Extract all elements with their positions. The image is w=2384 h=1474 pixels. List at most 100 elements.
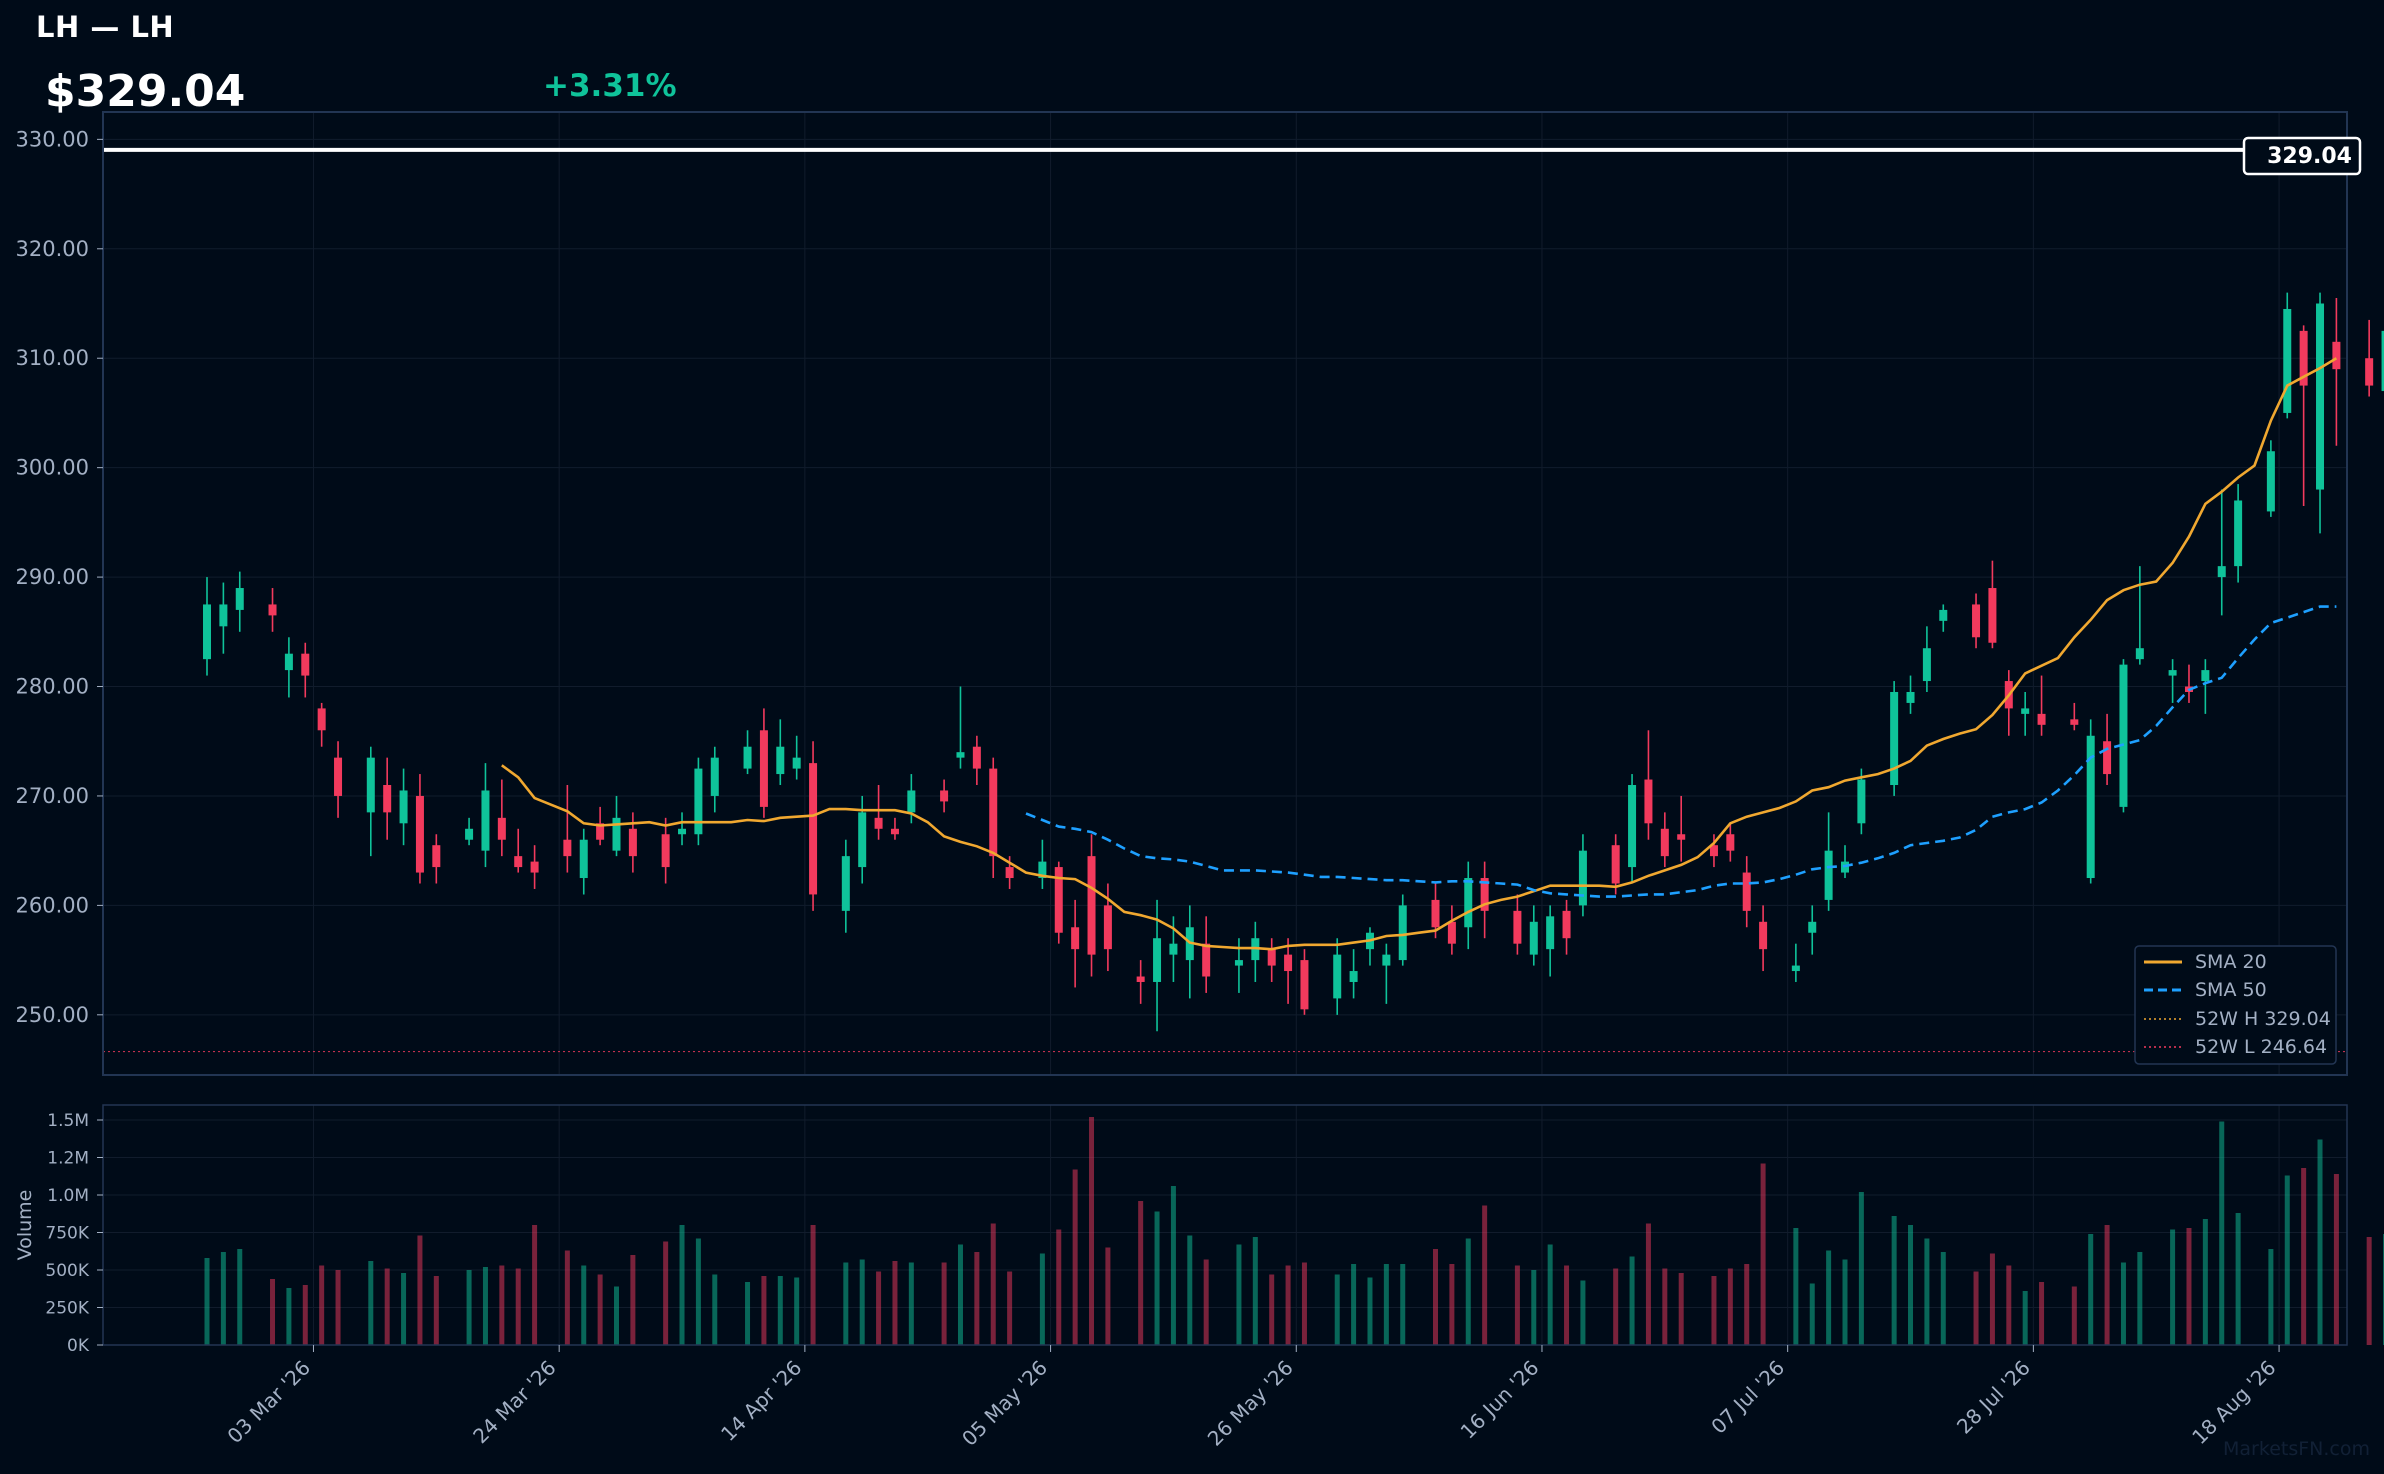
volume-bar [237, 1249, 243, 1345]
candle-body [2070, 719, 2079, 725]
candle-body [2201, 670, 2210, 682]
volume-bar [1940, 1252, 1946, 1345]
candle-body [1529, 921, 1538, 955]
candle-body [465, 828, 474, 840]
candle-body [530, 861, 539, 873]
candle-body [1922, 648, 1931, 682]
volume-bar [1514, 1265, 1520, 1345]
date-axis-ticks: 03 Mar '26 24 Mar '26 14 Apr '26 05 May '26… [222, 1345, 2281, 1451]
candle-body [1398, 905, 1407, 961]
volume-bar [1924, 1238, 1930, 1345]
candle-body [596, 823, 605, 840]
volume-bar [2202, 1219, 2208, 1345]
candle-body [514, 856, 523, 868]
volume-bar [1629, 1256, 1635, 1345]
candle-body [2168, 670, 2177, 676]
volume-bar [417, 1235, 423, 1345]
volume-bar [532, 1225, 538, 1345]
legend-label-sma50: SMA 50 [2195, 979, 2267, 1001]
volume-bar [1842, 1259, 1848, 1345]
volume-bar [712, 1274, 718, 1345]
candlesticks [203, 292, 2384, 1032]
volume-bar [1089, 1117, 1095, 1345]
volume-bar [1252, 1237, 1258, 1345]
volume-bar [876, 1271, 882, 1345]
candle-body [907, 790, 916, 813]
candle-body [1611, 845, 1620, 884]
price-tick-label: 320.00 [16, 237, 89, 261]
last-price: $329.04 [45, 66, 246, 117]
volume-tick-label: 750K [45, 1224, 89, 1244]
volume-bar [1744, 1264, 1750, 1345]
volume-bar [1760, 1163, 1766, 1345]
candle-body [1284, 954, 1293, 972]
volume-bar [2104, 1225, 2110, 1345]
volume-bar [1973, 1271, 1979, 1345]
candle-body [481, 790, 490, 851]
candle-body [1906, 691, 1915, 703]
volume-bar [302, 1285, 308, 1345]
volume-bar [990, 1223, 996, 1345]
volume-bar [2268, 1249, 2274, 1345]
candle-body [1382, 954, 1391, 966]
volume-bar [2235, 1213, 2241, 1345]
candle-body [1054, 867, 1063, 933]
candle-body [2283, 308, 2292, 413]
watermark: MarketsFN.com [2223, 1438, 2370, 1460]
legend-box [2134, 945, 2337, 1065]
volume-bar [957, 1244, 963, 1345]
volume-bar [2088, 1234, 2094, 1345]
volume-bar [1138, 1201, 1144, 1345]
candle-body [497, 817, 506, 840]
volume-bar [597, 1274, 603, 1345]
price-axis-ticks: 250.00 260.00 270.00 280.00 290.00 300.00 310.… [16, 127, 103, 1027]
last-price-badge-box [2242, 136, 2362, 176]
volume-bar [1482, 1205, 1488, 1345]
price-tick-label: 250.00 [16, 1003, 89, 1027]
volume-bar [1236, 1244, 1242, 1345]
volume-axis-ticks: 0K 250K 500K 750K 1.0M 1.2M 1.5M [45, 1111, 103, 1356]
date-tick-label: 26 May '26 [1203, 1356, 1298, 1451]
date-tick-label: 05 May '26 [957, 1356, 1052, 1451]
volume-bar [941, 1262, 947, 1345]
volume-bar [630, 1255, 636, 1345]
candle-body [317, 708, 326, 731]
volume-bar [745, 1282, 751, 1345]
candle-body [1005, 867, 1014, 879]
volume-tick-label: 250K [45, 1299, 89, 1319]
volume-bar [1891, 1216, 1897, 1345]
candle-body [661, 834, 670, 868]
price-gridlines [103, 112, 2347, 1075]
candle-body [2234, 500, 2243, 567]
volume-bar [1203, 1259, 1209, 1345]
candle-body [792, 757, 801, 769]
candle-body [841, 856, 850, 911]
candle-body [1349, 971, 1358, 982]
volume-bar [1154, 1211, 1160, 1345]
candle-body [2135, 648, 2144, 660]
candle-body [1824, 850, 1833, 900]
candle-body [383, 785, 392, 813]
volume-bar [204, 1258, 210, 1345]
volume-bar [1367, 1277, 1373, 1345]
price-panel-frame [102, 111, 2348, 1076]
candle-body [694, 768, 703, 835]
candle-body [890, 828, 899, 835]
candle-body [219, 604, 228, 627]
volume-bar [1531, 1270, 1537, 1345]
date-tick-label: 24 Mar '26 [468, 1356, 561, 1449]
candle-body [301, 653, 310, 676]
candle-body [203, 604, 211, 660]
volume-bar [2006, 1265, 2012, 1345]
candle-body [415, 795, 424, 873]
sma-lines [501, 357, 2338, 951]
volume-bar [1645, 1223, 1651, 1345]
volume-bar [482, 1267, 488, 1345]
date-tick-label: 14 Apr '26 [716, 1356, 806, 1446]
candle-body [1447, 921, 1456, 944]
volume-axis-label: Volume [14, 1190, 36, 1261]
volume-bar [220, 1252, 226, 1345]
volume-bar [1989, 1253, 1995, 1345]
volume-bar [564, 1250, 570, 1345]
candle-body [1480, 878, 1489, 911]
